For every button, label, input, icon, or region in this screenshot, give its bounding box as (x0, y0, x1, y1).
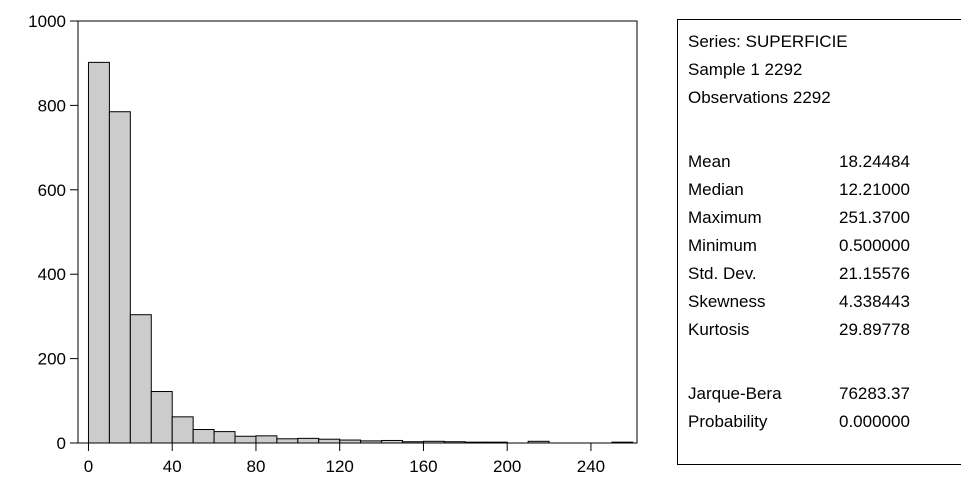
stat-label-mean: Mean (688, 152, 731, 171)
histogram-bar (339, 439, 362, 444)
y-tick-label: 400 (38, 265, 66, 284)
histogram-bar (527, 440, 550, 444)
histogram-bar (360, 440, 383, 444)
y-tick-label: 600 (38, 181, 66, 200)
stat-value-maximum: 251.3700 (839, 208, 910, 227)
histogram-bar (171, 416, 194, 444)
plot-area (77, 20, 638, 444)
series-name: Series: SUPERFICIE (688, 32, 848, 51)
statistics-panel: Series: SUPERFICIE Sample 1 2292 Observa… (677, 19, 961, 465)
stat-value-minimum: 0.500000 (839, 236, 910, 255)
histogram-bar (213, 431, 236, 444)
x-tick-label: 160 (409, 457, 437, 476)
histogram-bar (192, 429, 215, 444)
histogram-bar (150, 391, 173, 444)
histogram-bar (318, 438, 341, 444)
histogram-bar (611, 441, 634, 444)
y-tick-label: 0 (57, 434, 66, 453)
y-axis: 0 200 400 600 800 1000 (28, 12, 78, 453)
y-tick-label: 1000 (28, 12, 66, 31)
stat-value-skewness: 4.338443 (839, 292, 910, 311)
stat-value-probability: 0.000000 (839, 412, 910, 431)
bars (87, 61, 634, 444)
y-tick-label: 800 (38, 96, 66, 115)
histogram-bar (297, 437, 320, 444)
histogram-bar (402, 441, 424, 444)
stat-label-median: Median (688, 180, 744, 199)
stat-label-probability: Probability (688, 412, 768, 431)
histogram-bar (276, 438, 299, 444)
stat-label-maximum: Maximum (688, 208, 762, 227)
histogram-bar (464, 441, 487, 444)
stat-value-std-dev: 21.15576 (839, 264, 910, 283)
histogram-chart: 0 200 400 600 800 1000 0 40 80 120 160 200 240 (28, 12, 638, 476)
x-tick-label: 200 (493, 457, 521, 476)
stat-label-kurtosis: Kurtosis (688, 320, 750, 339)
x-tick-label: 40 (163, 457, 182, 476)
stat-value-mean: 18.24484 (839, 152, 910, 171)
histogram-bar (234, 435, 257, 444)
histogram-bar (443, 441, 466, 444)
stat-label-std-dev: Std. Dev. (688, 264, 757, 283)
sample-range: Sample 1 2292 (688, 60, 803, 79)
x-tick-label: 120 (326, 457, 354, 476)
histogram-bar (108, 111, 131, 444)
stat-value-median: 12.21000 (839, 180, 910, 199)
observations-count: Observations 2292 (688, 88, 831, 107)
stat-value-kurtosis: 29.89778 (839, 320, 910, 339)
x-tick-label: 80 (246, 457, 265, 476)
y-tick-label: 200 (38, 350, 66, 369)
histogram-bar (255, 435, 278, 444)
stat-value-jarque-bera: 76283.37 (839, 384, 910, 403)
stat-label-jarque-bera: Jarque-Bera (688, 384, 782, 403)
x-tick-label: 240 (577, 457, 605, 476)
x-tick-label: 0 (84, 457, 93, 476)
histogram-bar (87, 61, 110, 444)
histogram-bar (422, 440, 445, 444)
histogram-bar (129, 314, 152, 444)
x-axis: 0 40 80 120 160 200 240 (84, 443, 605, 476)
histogram-bar (381, 439, 404, 444)
stat-label-skewness: Skewness (688, 292, 766, 311)
histogram-bar (485, 441, 508, 444)
stat-label-minimum: Minimum (688, 236, 757, 255)
